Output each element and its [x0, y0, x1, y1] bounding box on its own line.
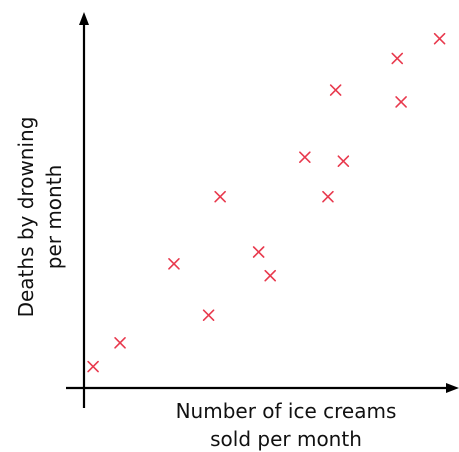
- data-point: [395, 96, 407, 108]
- y-axis-label-line-1: Deaths by drowning: [14, 117, 38, 318]
- data-point: [214, 190, 226, 203]
- data-point: [264, 269, 277, 282]
- data-point: [202, 309, 215, 322]
- data-point: [337, 155, 350, 167]
- data-points: [87, 32, 446, 373]
- y-axis-label-line-2: per month: [42, 165, 66, 270]
- data-point: [329, 84, 342, 96]
- data-point: [391, 52, 404, 65]
- x-axis-label-line-1: Number of ice creams: [176, 399, 397, 423]
- data-point: [433, 32, 446, 45]
- data-point: [114, 337, 126, 349]
- data-point: [299, 151, 311, 163]
- data-point: [322, 190, 334, 203]
- data-point: [252, 246, 265, 258]
- data-point: [87, 360, 99, 373]
- x-axis-label-line-2: sold per month: [210, 427, 362, 451]
- x-axis-arrow: [446, 383, 459, 393]
- y-axis-arrow: [79, 12, 89, 25]
- data-point: [168, 258, 180, 270]
